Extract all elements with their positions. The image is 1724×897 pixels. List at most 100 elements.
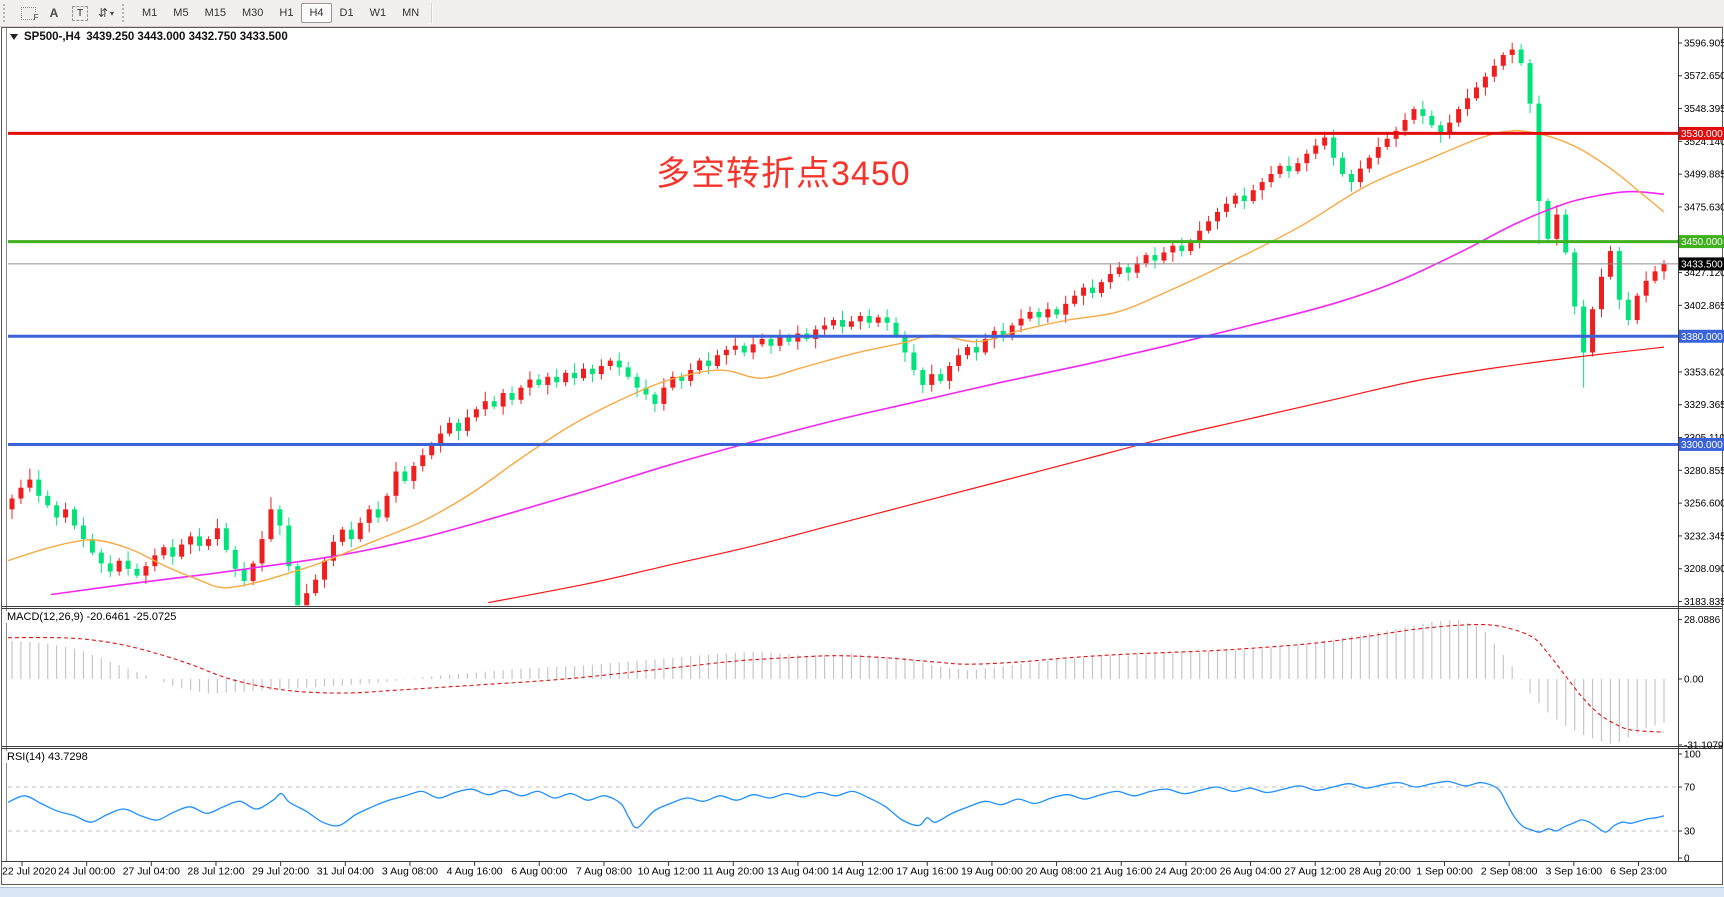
candle-body — [1098, 282, 1104, 293]
candle-body — [277, 509, 283, 526]
candle-body — [1465, 98, 1471, 110]
candle-body — [143, 566, 149, 576]
candle-body — [1125, 267, 1131, 273]
candle-body — [1625, 299, 1631, 321]
time-tick-label: 20 Aug 08:00 — [1026, 866, 1088, 878]
time-tick-label: 21 Aug 16:00 — [1090, 866, 1152, 878]
price-tick-label: 3572.650 — [1684, 71, 1724, 82]
candle-body — [1563, 214, 1569, 253]
price-tick-label: 3548.395 — [1684, 104, 1724, 115]
candle-body — [607, 360, 613, 367]
candle-body — [1652, 271, 1658, 281]
price-tick-label: 3353.620 — [1684, 367, 1724, 378]
text-label-button[interactable]: A — [42, 2, 66, 24]
bottom-status-strip — [0, 887, 1724, 897]
candle-body — [1072, 295, 1078, 304]
candle-body — [929, 374, 935, 385]
chart-text-annotation[interactable]: 多空转折点3450 — [656, 155, 911, 193]
candle-body — [732, 345, 738, 350]
candle-body — [1322, 137, 1328, 146]
time-tick-label: 4 Aug 16:00 — [447, 866, 503, 878]
candle-body — [1170, 245, 1176, 253]
candle-body — [1572, 252, 1578, 307]
timeframe-button-D1[interactable]: D1 — [332, 3, 362, 23]
candle-body — [1054, 309, 1060, 315]
candle-body — [1313, 145, 1319, 154]
timeframe-button-M30[interactable]: M30 — [234, 3, 271, 23]
candle-body — [411, 466, 417, 481]
candle-body — [902, 334, 908, 353]
macd-axis-label: -31.1079 — [1684, 740, 1724, 751]
arrows-tool-button[interactable]: ⇵ ▾ — [94, 2, 118, 24]
macd-panel[interactable]: 28.0886 0.00 -31.1079 — [7, 615, 1724, 751]
candle-body — [1304, 153, 1310, 164]
candle-body — [911, 352, 917, 371]
price-tick-label: 3475.630 — [1684, 202, 1724, 213]
symbol-label: SP500-,H4 — [24, 31, 81, 43]
toolbar-grip[interactable] — [122, 4, 131, 22]
candle-body — [1223, 203, 1229, 212]
candle-body — [661, 387, 667, 404]
candle-body — [1188, 241, 1194, 252]
price-badge-label: 3380.000 — [1681, 332, 1723, 343]
candle-body — [813, 329, 819, 339]
timeframe-group: M1 M5 M15 M30 H1 H4 D1 W1 MN — [134, 3, 427, 23]
candle-body — [9, 498, 15, 510]
candle-body — [536, 379, 542, 385]
candle-body — [80, 525, 86, 540]
text-object-button[interactable]: T — [68, 2, 92, 24]
candle-body — [1259, 182, 1265, 191]
timeframe-button-H1[interactable]: H1 — [271, 3, 301, 23]
timeframe-button-M5[interactable]: M5 — [165, 3, 196, 23]
ma-medium-line — [50, 190, 1665, 596]
candle-body — [1402, 119, 1408, 131]
candle-body — [89, 539, 95, 553]
ma-fast-line — [7, 129, 1665, 589]
timeframe-button-M15[interactable]: M15 — [197, 3, 234, 23]
candle-body — [1134, 263, 1140, 273]
candle-body — [197, 536, 203, 546]
candle-body — [1590, 309, 1596, 353]
candle-body — [491, 401, 497, 407]
candle-body — [384, 495, 390, 518]
candle-body — [420, 455, 426, 467]
candle-body — [509, 393, 515, 400]
time-tick-label: 6 Sep 23:00 — [1610, 866, 1667, 878]
candle-body — [643, 387, 649, 395]
candle-body — [313, 579, 319, 594]
timeframe-button-H4[interactable]: H4 — [301, 3, 332, 23]
time-axis[interactable]: 22 Jul 2020 24 Jul 00:00 27 Jul 04:00 28 Ju… — [2, 862, 1667, 878]
candle-body — [1286, 165, 1292, 172]
candle-body — [1598, 276, 1604, 310]
time-tick-label: 27 Aug 12:00 — [1284, 866, 1346, 878]
candle-body — [1348, 173, 1354, 183]
timeframe-button-W1[interactable]: W1 — [362, 3, 395, 23]
time-tick-label: 7 Aug 08:00 — [576, 866, 632, 878]
candle-body — [393, 471, 399, 496]
horizontal-lines[interactable] — [8, 131, 1678, 446]
time-tick-label: 13 Aug 04:00 — [767, 866, 829, 878]
candle-body — [1500, 54, 1506, 66]
candle-body — [1063, 303, 1069, 315]
chart-shift-button[interactable]: F — [16, 2, 40, 24]
candle-body — [116, 560, 122, 572]
timeframe-button-M1[interactable]: M1 — [134, 3, 165, 23]
candle-body — [98, 552, 104, 564]
timeframe-button-MN[interactable]: MN — [394, 3, 427, 23]
candle-body — [973, 347, 979, 353]
candle-body — [1295, 163, 1301, 172]
candle-body — [348, 529, 354, 540]
candle-body — [438, 433, 444, 445]
price-badge-label: 3433.500 — [1681, 259, 1723, 270]
candle-body — [304, 593, 310, 606]
candle-body — [598, 366, 604, 375]
candle-body — [697, 360, 703, 371]
collapse-triangle-icon[interactable] — [10, 34, 18, 40]
toolbar-grip[interactable] — [3, 4, 12, 22]
time-tick-label: 19 Aug 00:00 — [961, 866, 1023, 878]
candle-body — [554, 376, 560, 383]
ma-slow-line — [488, 346, 1665, 604]
rsi-panel[interactable]: 100 70 30 0 — [7, 750, 1701, 865]
price-badge-label: 3530.000 — [1681, 129, 1723, 140]
